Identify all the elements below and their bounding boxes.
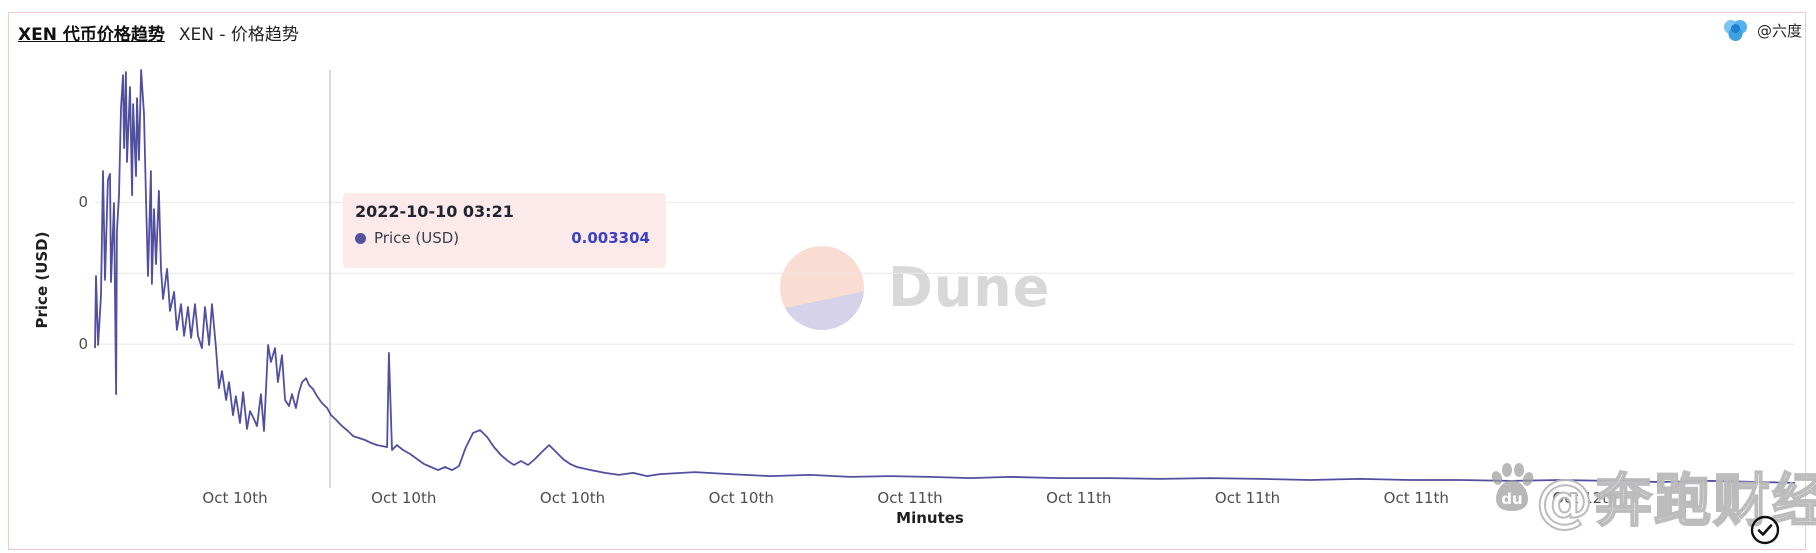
x-tick-label: Oct 10th: [371, 489, 437, 507]
x-tick-label: Oct 11th: [1383, 489, 1449, 507]
baidu-du-text: du: [1501, 490, 1522, 508]
baidu-paw-icon: du: [1488, 462, 1536, 514]
dashboard-title-link[interactable]: XEN 代币价格趋势: [18, 25, 165, 45]
x-axis-title: Minutes: [896, 509, 964, 527]
tooltip-value: 0.003304: [571, 229, 650, 247]
x-tick-label: Oct 12th: [1552, 489, 1618, 507]
x-tick-label: Oct 11th: [877, 489, 943, 507]
tooltip-row: Price (USD) 0.003304: [355, 229, 650, 247]
x-tick-label: Oct 10th: [539, 489, 606, 507]
x-tick-label: Oct 11th: [1046, 489, 1112, 507]
chart-title: XEN - 价格趋势: [178, 25, 299, 45]
y-tick-label: 0: [78, 193, 88, 212]
owner-name: @六度: [1756, 21, 1802, 40]
owner-badge[interactable]: @六度: [1721, 16, 1802, 44]
chart-tooltip: 2022-10-10 03:21 Price (USD) 0.003304: [343, 193, 666, 268]
tooltip-series-label: Price (USD): [374, 229, 460, 247]
x-tick-label: Oct 10th: [708, 489, 774, 507]
price-line: [94, 69, 1796, 484]
header: XEN 代币价格趋势 XEN - 价格趋势: [18, 20, 299, 45]
y-tick-label: 0: [78, 335, 88, 354]
tooltip-datetime: 2022-10-10 03:21: [355, 202, 514, 221]
dune-logo-watermark: [780, 246, 864, 330]
x-tick-label: Oct 10th: [202, 489, 268, 507]
checkmark-icon: [1749, 514, 1781, 546]
series-color-dot-icon: [355, 232, 366, 244]
finance-watermark-text: @奔跑财经: [1535, 467, 1816, 535]
y-axis-title: Price (USD): [33, 231, 51, 329]
dune-text-watermark: Dune: [888, 256, 1051, 319]
x-tick-label: Oct 11th: [1214, 489, 1281, 507]
owner-avatar-icon: [1721, 16, 1749, 44]
